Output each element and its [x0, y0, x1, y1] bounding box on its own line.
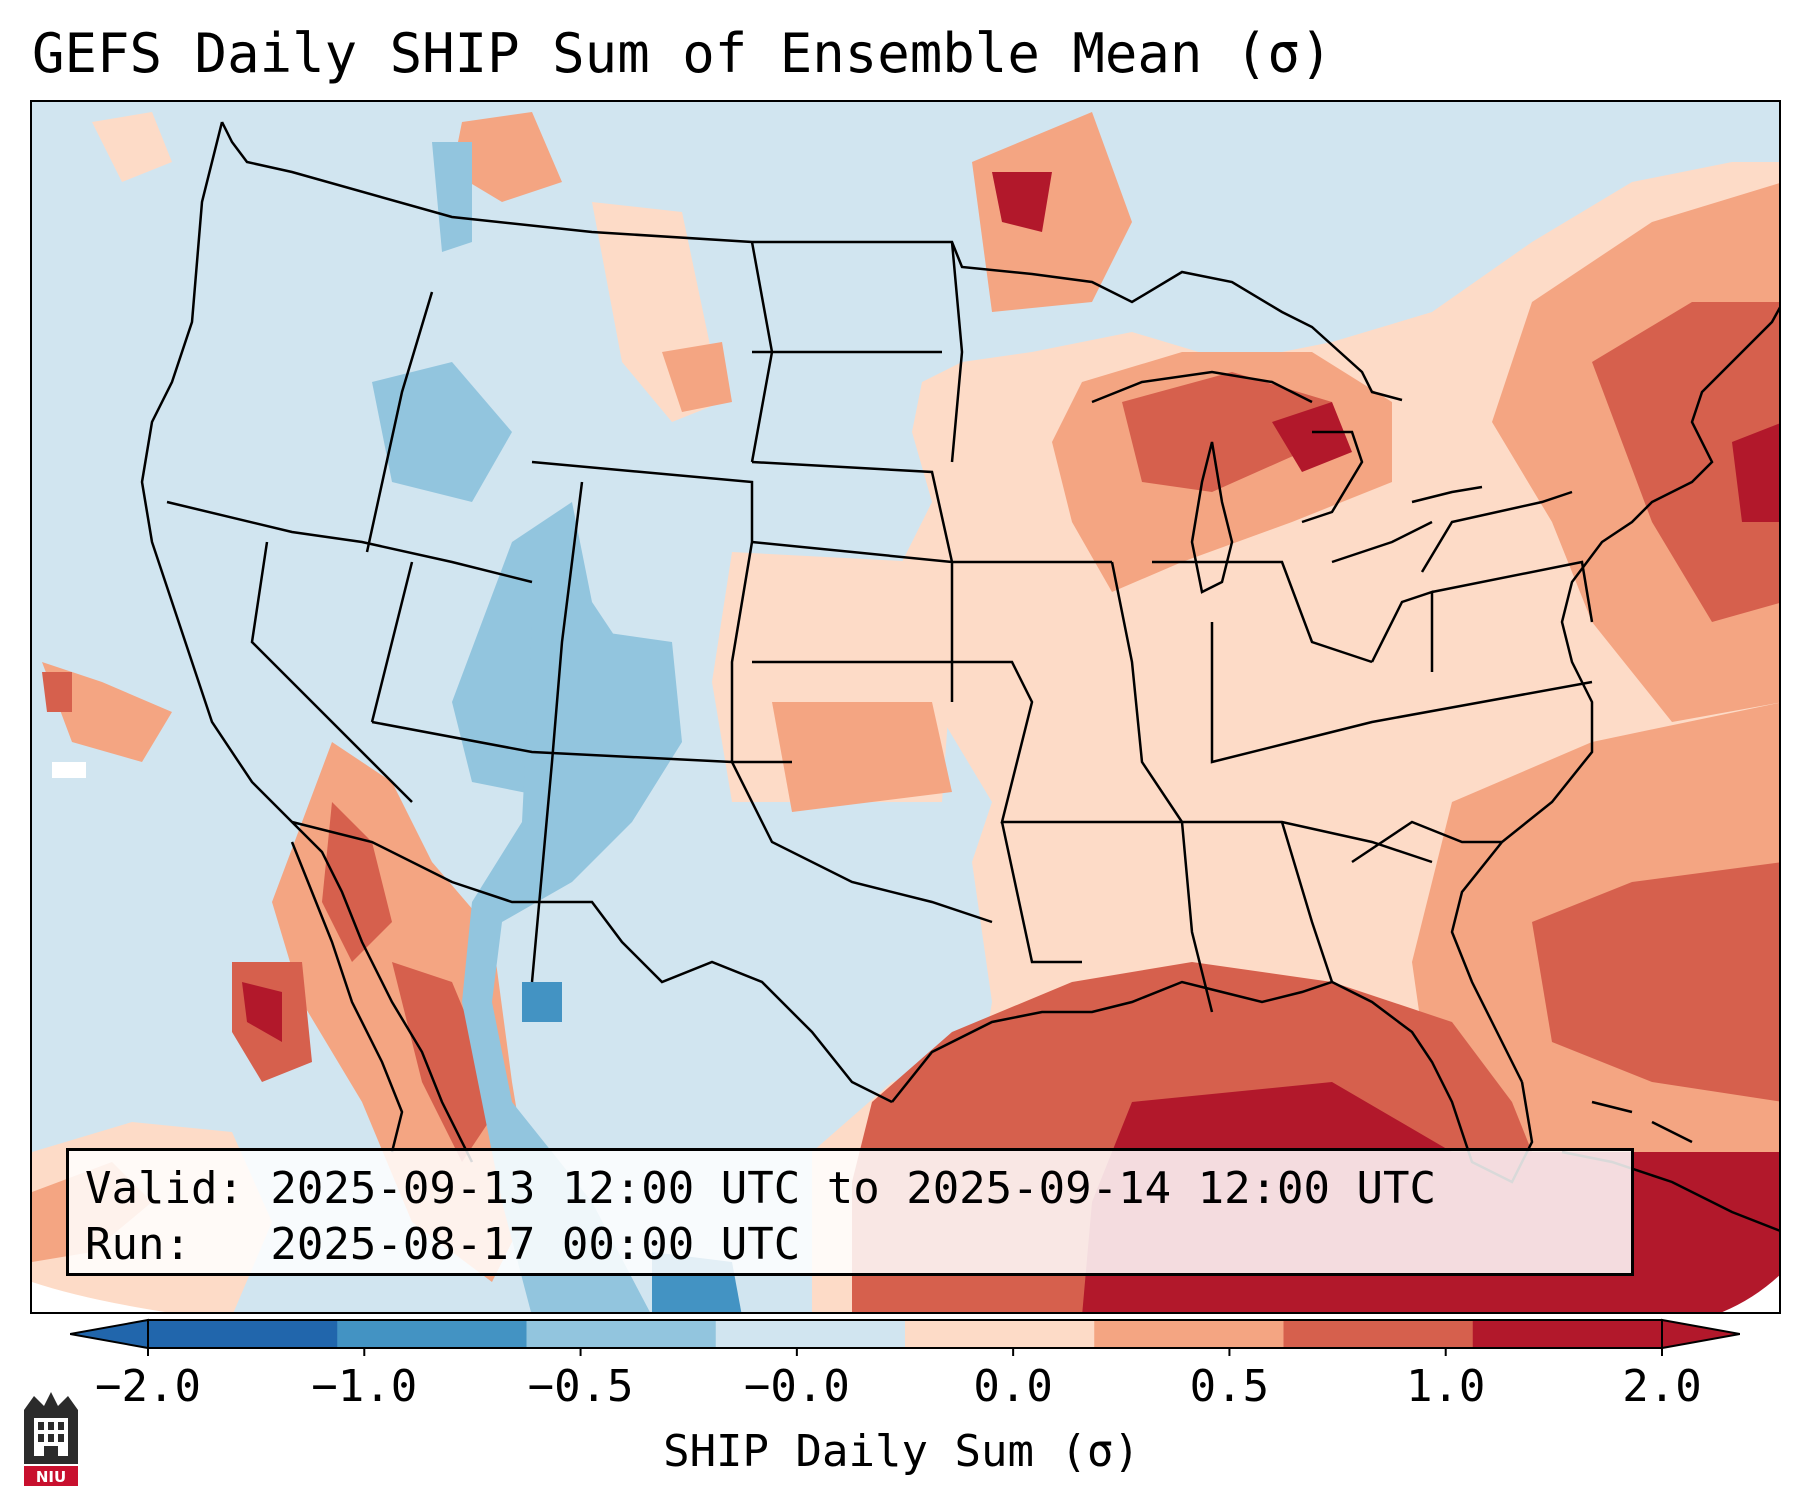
colorbar-tick-label: 0.5 [1189, 1361, 1270, 1412]
colorbar-swatch [1472, 1320, 1663, 1348]
colorbar-label: SHIP Daily Sum (σ) [663, 1426, 1140, 1477]
colorbar-swatch [148, 1320, 338, 1348]
colorbar-tick-label: −0.5 [527, 1361, 634, 1412]
colorbar-ticks [147, 1348, 1663, 1356]
colorbar-extend-high [1661, 1318, 1740, 1350]
colorbar-tick-label: −0.0 [743, 1361, 850, 1412]
niu-logo-text: NIU [36, 1468, 66, 1486]
colorbar-tick-label: 2.0 [1622, 1361, 1702, 1412]
colorbar [70, 1318, 1740, 1356]
colorbar-swatches [148, 1320, 1663, 1348]
niu-logo: NIU [24, 1392, 78, 1486]
colorbar-swatch [1283, 1320, 1474, 1348]
map-canvas [32, 102, 1779, 1312]
colorbar-border [147, 1319, 1663, 1349]
colorbar-swatch [526, 1320, 717, 1348]
negative-anomaly-fields [372, 142, 742, 1312]
colorbar-swatch [715, 1320, 906, 1348]
colorbar-tick-label: 0.0 [973, 1361, 1053, 1412]
colorbar-swatch [905, 1320, 1095, 1348]
colorbar-swatch [1094, 1320, 1284, 1348]
colorbar-swatch [337, 1320, 527, 1348]
map-title: GEFS Daily SHIP Sum of Ensemble Mean (σ) [32, 22, 1333, 85]
colorbar-tick-label: 1.0 [1405, 1361, 1486, 1412]
colorbar-tick-label: −2.0 [95, 1361, 201, 1412]
valid-run-info-box: Valid: 2025-09-13 12:00 UTC to 2025-09-1… [66, 1148, 1634, 1276]
boundaries [140, 121, 1779, 1184]
valid-time-line: Valid: 2025-09-13 12:00 UTC to 2025-09-1… [85, 1163, 1437, 1214]
ship-anomaly-map [30, 100, 1781, 1314]
colorbar-extend-low [70, 1318, 149, 1350]
colorbar-tick-label: −1.0 [311, 1361, 418, 1412]
run-time-line: Run: 2025-08-17 00:00 UTC [85, 1219, 801, 1270]
